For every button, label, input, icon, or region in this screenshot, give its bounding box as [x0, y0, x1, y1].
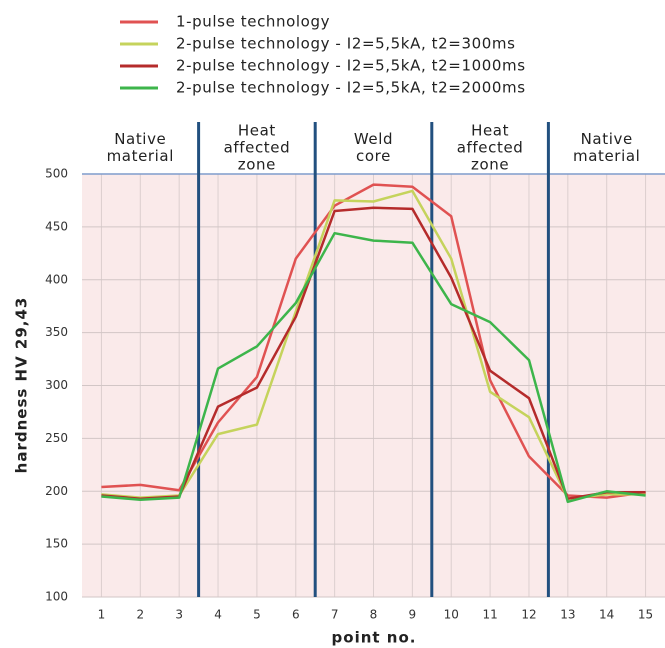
y-tick-label: 150 — [45, 537, 68, 551]
x-tick-label: 5 — [253, 608, 261, 622]
zone-label: material — [107, 147, 174, 165]
y-tick-label: 250 — [45, 431, 68, 445]
zone-label: core — [356, 147, 391, 165]
legend-label: 2-pulse technology - I2=5,5kA, t2=2000ms — [176, 79, 526, 97]
x-tick-label: 10 — [444, 608, 459, 622]
x-tick-label: 6 — [292, 608, 300, 622]
y-tick-label: 300 — [45, 378, 68, 392]
legend-label: 1-pulse technology — [176, 13, 330, 31]
x-tick-label: 9 — [409, 608, 417, 622]
series-line — [101, 189, 646, 500]
x-axis-title: point no. — [332, 629, 417, 647]
zone-label: Heat — [471, 122, 509, 140]
zone-label: affected — [457, 139, 524, 157]
y-tick-label: 500 — [45, 167, 68, 181]
y-axis-title: hardness HV 29,43 — [13, 297, 31, 474]
x-tick-label: 15 — [638, 608, 653, 622]
x-tick-label: 12 — [521, 608, 536, 622]
x-tick-label: 14 — [599, 608, 614, 622]
zone-label: zone — [471, 156, 509, 174]
series-line — [101, 206, 646, 500]
y-tick-label: 200 — [45, 484, 68, 498]
legend-label: 2-pulse technology - I2=5,5kA, t2=300ms — [176, 35, 516, 53]
x-tick-label: 3 — [175, 608, 183, 622]
x-tick-label: 8 — [370, 608, 378, 622]
zone-label: Weld — [354, 130, 393, 148]
x-tick-label: 4 — [214, 608, 222, 622]
x-tick-label: 1 — [98, 608, 106, 622]
x-tick-label: 11 — [482, 608, 497, 622]
x-tick-label: 7 — [331, 608, 339, 622]
x-tick-label: 13 — [560, 608, 575, 622]
y-tick-label: 350 — [45, 325, 68, 339]
y-tick-label: 100 — [45, 590, 68, 604]
y-tick-label: 400 — [45, 272, 68, 286]
y-tick-label: 450 — [45, 219, 68, 233]
legend-label: 2-pulse technology - I2=5,5kA, t2=1000ms — [176, 57, 526, 75]
zone-label: Heat — [238, 122, 276, 140]
zone-label: zone — [238, 156, 276, 174]
zone-label: Native — [114, 130, 166, 148]
zone-label: material — [573, 147, 640, 165]
zone-label: affected — [224, 139, 291, 157]
zone-label: Native — [581, 130, 633, 148]
x-tick-label: 2 — [136, 608, 144, 622]
series-line — [101, 231, 646, 504]
